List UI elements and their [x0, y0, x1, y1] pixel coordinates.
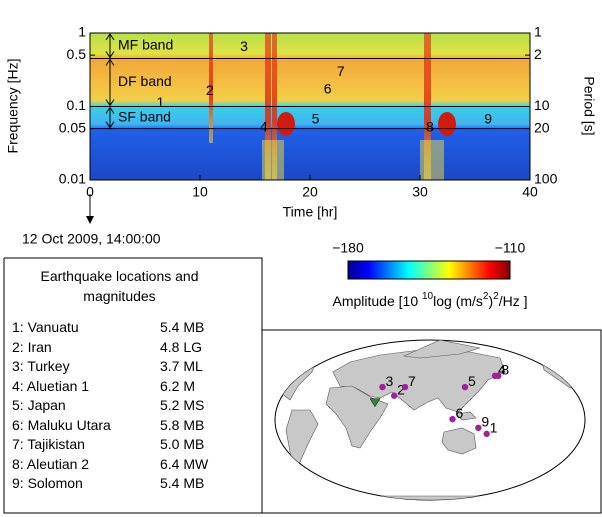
- legend-row: 7: Tajikistan 5.0 MB: [12, 435, 252, 455]
- epicenter-label: 7: [408, 373, 416, 389]
- legend-row: 5: Japan 5.2 MS: [12, 396, 252, 416]
- epicenter: [379, 383, 386, 391]
- epicenter: [449, 415, 456, 423]
- magnitude: 5.8 MB: [160, 416, 205, 433]
- world-map: [274, 339, 586, 501]
- y2-tick-label: 10: [534, 97, 550, 113]
- location: 3: Turkey: [12, 358, 70, 374]
- x-axis-label: Time [hr]: [283, 204, 338, 220]
- magnitude: 5.0 MB: [160, 436, 205, 452]
- y2-tick-label: 20: [534, 119, 550, 135]
- legend-row: 1: Vanuatu 5.4 MB: [12, 318, 252, 338]
- colorbar-label-part: 2: [493, 291, 499, 302]
- x-tick-label: 20: [302, 184, 318, 200]
- event-label: 7: [337, 63, 345, 79]
- station: [369, 398, 381, 408]
- location: 2: Iran: [12, 338, 52, 355]
- epicenter-label: 8: [501, 362, 509, 378]
- colorbar-label: Amplitude [10 10log (m/s2)2/Hz ]: [333, 291, 528, 309]
- x-tick-label: 40: [522, 184, 538, 200]
- legend-row: 4: Aluetian 1 6.2 M: [12, 377, 252, 397]
- colorbar-label-part: 2: [483, 291, 489, 302]
- epicenter-label: 9: [481, 414, 489, 430]
- location: 6: Maluku Utara: [12, 416, 111, 433]
- colorbar-label-part: log (m/s: [433, 293, 483, 309]
- legend-row: 3: Turkey 3.7 ML: [12, 357, 252, 377]
- colorbar-label-part: Amplitude [10: [333, 293, 423, 309]
- epicenter: [401, 383, 409, 391]
- y-tick-label: 0.1: [67, 97, 87, 113]
- location: 7: Tajikistan: [12, 436, 85, 452]
- y-axis-label: Frequency [Hz]: [5, 59, 21, 154]
- band-arrow-head: [105, 58, 115, 107]
- event-label: 1: [157, 94, 165, 110]
- colorbar-label-part: 10: [422, 291, 434, 302]
- epicenter: [475, 424, 482, 431]
- event-label: 9: [484, 110, 492, 126]
- y-tick-label: 0.05: [59, 119, 86, 135]
- band-label: SF band: [118, 108, 171, 124]
- x-tick-label: 30: [412, 184, 428, 200]
- magnitude: 4.8 LG: [160, 338, 203, 355]
- epicenter: [483, 430, 490, 438]
- y-tick-label: 0.5: [67, 46, 87, 62]
- event-label: 6: [324, 80, 332, 96]
- location: 4: Aluetian 1: [12, 377, 90, 394]
- panel-frames: [3, 257, 602, 514]
- event-label: 2: [206, 82, 214, 98]
- colorbar-tick-label: −180: [332, 240, 364, 256]
- event-label: 8: [426, 119, 434, 135]
- band-arrow-head: [105, 106, 115, 129]
- magnitude: 5.2 MS: [160, 397, 205, 413]
- legend-row: 2: Iran 4.8 LG: [12, 338, 252, 358]
- magnitude: 6.2 M: [160, 377, 196, 394]
- event-label: 4: [260, 119, 268, 135]
- legend-row: 8: Aleutian 2 6.4 MW: [12, 455, 252, 475]
- colorbar: [347, 260, 511, 280]
- location: 5: Japan: [12, 397, 66, 413]
- epicenter-label: 3: [386, 373, 394, 389]
- legend-table: Earthquake locations and magnitudes 1: V…: [12, 266, 252, 494]
- location: 8: Aleutian 2: [12, 455, 90, 472]
- magnitude: 6.4 MW: [160, 455, 209, 472]
- colorbar-tick-label: −110: [495, 240, 526, 256]
- y2-tick-label: 100: [534, 171, 558, 187]
- epicenter-label: 2: [397, 381, 405, 397]
- x-tick-label: 0: [86, 184, 94, 200]
- band-arrow-head: [105, 33, 115, 59]
- band-label: MF band: [118, 36, 173, 52]
- epicenter-label: 4: [498, 362, 506, 378]
- x-tick-label: 10: [192, 184, 208, 200]
- legend-row: 9: Solomon 5.4 MB: [12, 474, 252, 494]
- epicenter: [390, 392, 398, 399]
- y2-tick-label: 2: [534, 46, 542, 62]
- colorbar-label-part: ): [488, 293, 493, 309]
- epicenter: [461, 383, 469, 391]
- start-note: 12 Oct 2009, 14:00:00: [22, 231, 161, 247]
- legend-rows: 1: Vanuatu 5.4 MB 2: Iran 4.8 LG 3: Turkey 3.…: [12, 318, 252, 494]
- start-arrow-head: [86, 216, 94, 224]
- magnitude: 5.4 MB: [160, 319, 205, 335]
- location: 9: Solomon: [12, 475, 83, 491]
- event-label: 3: [240, 38, 248, 54]
- epicenter-label: 1: [490, 420, 498, 436]
- y2-axis-label: Period [s]: [581, 76, 597, 135]
- band-label: DF band: [118, 73, 172, 89]
- epicenter: [495, 372, 502, 379]
- y2-tick-label: 1: [534, 24, 542, 40]
- legend-title: Earthquake locations and magnitudes: [40, 268, 199, 304]
- location: 1: Vanuatu: [12, 319, 79, 335]
- colorbar-label-part: /Hz ]: [499, 293, 528, 309]
- magnitude: 3.7 ML: [160, 358, 203, 374]
- event-label: 5: [312, 110, 320, 126]
- y-tick-label: 0.01: [59, 171, 86, 187]
- legend-row: 6: Maluku Utara 5.8 MB: [12, 416, 252, 436]
- epicenter-label: 6: [456, 405, 464, 421]
- magnitude: 5.4 MB: [160, 475, 205, 491]
- y-tick-label: 1: [78, 24, 86, 40]
- epicenter-label: 5: [468, 373, 476, 389]
